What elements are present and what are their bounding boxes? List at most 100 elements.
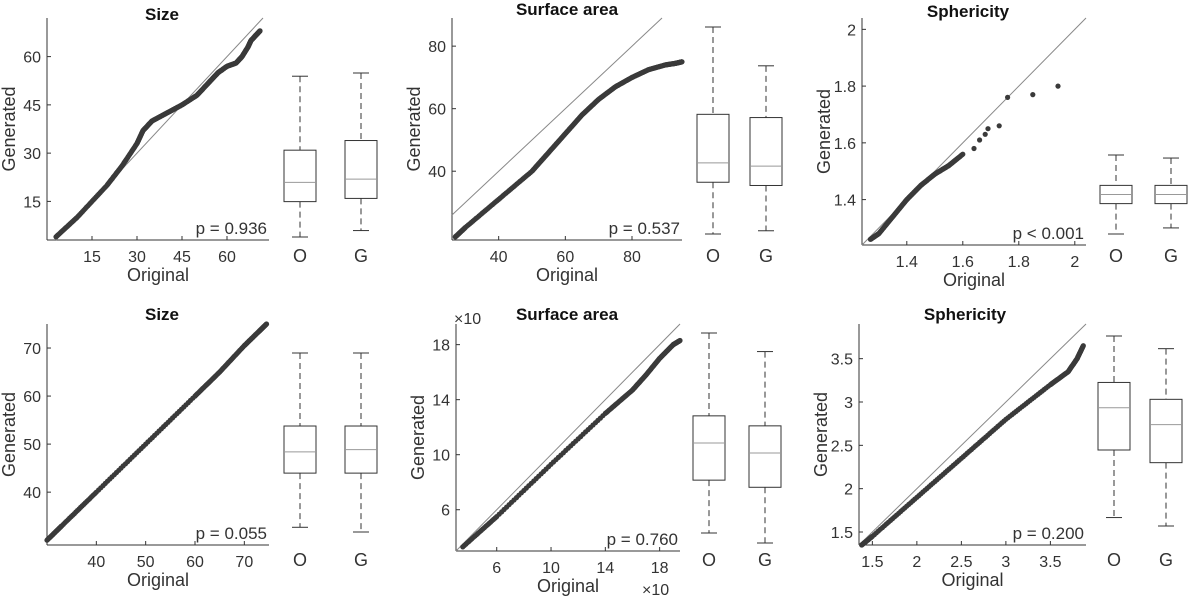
y-tick-label: 80: [428, 39, 446, 56]
y-tick-label: 18: [432, 338, 450, 355]
qq-point: [1005, 94, 1011, 100]
x-axis-label: Original: [537, 576, 599, 596]
boxplot-G: G: [1149, 348, 1183, 570]
y-tick-label: 2.5: [831, 438, 853, 455]
panel-6: Sphericity 1.5 2 2.5 3 3.5 1.5 2 2.5 3 3.5 Original…: [811, 305, 1183, 590]
box-category-label: O: [293, 246, 307, 266]
y-tick-label: 60: [428, 102, 446, 119]
x-tick-label: 15: [83, 249, 101, 266]
y-tick-label: 1.4: [834, 193, 856, 210]
x-tick-label: 3.5: [1039, 554, 1061, 571]
p-value-label: p = 0.200: [1013, 524, 1084, 543]
iqr-box: [692, 415, 726, 481]
iqr-box: [749, 117, 783, 186]
y-tick-label: 3: [844, 395, 853, 412]
x-tick-label: 2: [912, 554, 921, 571]
x-tick-label: 30: [128, 249, 146, 266]
boxplot-O: O: [692, 332, 726, 570]
y-tick-label: 1.6: [834, 136, 856, 153]
boxplot-G: G: [344, 352, 378, 570]
x-tick-label: 50: [137, 554, 155, 571]
boxplot-G: G: [749, 65, 783, 266]
p-value-label: p = 0.055: [196, 524, 267, 543]
panel-3: Sphericity 1.4 1.6 1.8 2 1.4 1.6 1.8 2 Original Ge…: [814, 2, 1188, 290]
y-tick-label: 30: [23, 146, 41, 163]
iqr-box: [283, 149, 317, 203]
x-tick-label: 6: [492, 560, 501, 577]
qq-point: [679, 59, 685, 65]
box-category-label: O: [702, 550, 716, 570]
x-axis-label: Original: [127, 570, 189, 590]
boxplot-O: O: [283, 352, 317, 570]
x-tick-label: 60: [556, 249, 574, 266]
panel-2: Surface area 40 60 80 40 60 80 Original Generate…: [404, 0, 783, 285]
y-tick-label: 15: [23, 194, 41, 211]
boxplot-G: G: [748, 351, 782, 570]
box-category-label: O: [293, 550, 307, 570]
boxplot-O: O: [696, 26, 730, 266]
box-category-label: G: [759, 246, 773, 266]
x-tick-label: 60: [218, 249, 236, 266]
iqr-box: [696, 113, 730, 183]
p-value-label: p = 0.936: [196, 219, 267, 238]
x-multiplier: ×10: [642, 582, 669, 598]
p-value-label: p < 0.001: [1013, 224, 1084, 243]
y-axis-label: Generated: [404, 86, 424, 171]
box-category-label: G: [1159, 550, 1173, 570]
iqr-box: [283, 425, 317, 474]
y-tick-label: 60: [23, 389, 41, 406]
x-tick-label: 45: [173, 249, 191, 266]
y-axis-label: Generated: [408, 395, 428, 480]
qq-point: [257, 28, 263, 34]
x-tick-label: 1.4: [896, 254, 918, 271]
x-tick-label: 1.5: [861, 554, 883, 571]
qq-point: [985, 126, 991, 132]
x-tick-label: 60: [186, 554, 204, 571]
panel-title: Sphericity: [927, 2, 1010, 21]
x-tick-label: 1.8: [1008, 254, 1030, 271]
identity-line: [451, 17, 663, 216]
y-tick-label: 1.5: [831, 525, 853, 542]
y-tick-label: 2: [844, 482, 853, 499]
x-axis-label: Original: [127, 265, 189, 285]
x-axis-label: Original: [943, 270, 1005, 290]
y-tick-label: 60: [23, 50, 41, 67]
y-axis-label: Generated: [811, 392, 831, 477]
x-tick-label: 18: [651, 560, 669, 577]
y-tick-label: 50: [23, 437, 41, 454]
x-tick-label: 40: [87, 554, 105, 571]
boxplot-O: O: [283, 75, 317, 266]
box-category-label: O: [1107, 550, 1121, 570]
boxplot-G: G: [1154, 157, 1188, 266]
panel-5: Surface area 6 10 14 18 6 10 14 18 Original Genera…: [408, 305, 782, 598]
boxplot-G: G: [344, 72, 378, 266]
x-tick-label: 1.6: [952, 254, 974, 271]
box-category-label: G: [758, 550, 772, 570]
qq-point: [982, 131, 988, 137]
y-tick-label: 45: [23, 98, 41, 115]
panel-title: Size: [145, 5, 179, 24]
iqr-box: [1097, 381, 1131, 451]
y-tick-label: 40: [428, 164, 446, 181]
qq-point: [677, 337, 683, 344]
x-tick-label: 80: [623, 249, 641, 266]
qq-point: [1055, 83, 1061, 89]
y-axis-label: Generated: [0, 86, 19, 171]
qq-point: [1030, 92, 1036, 98]
qq-point: [971, 145, 977, 152]
y-tick-label: 3.5: [831, 352, 853, 369]
y-multiplier: ×10: [454, 311, 481, 328]
box-category-label: G: [1164, 246, 1178, 266]
x-tick-label: 10: [542, 560, 560, 577]
qq-point: [1080, 343, 1086, 349]
iqr-box: [1149, 398, 1183, 464]
iqr-box: [748, 425, 782, 488]
y-tick-label: 2: [847, 22, 856, 39]
panel-title: Surface area: [516, 305, 619, 324]
x-tick-label: 14: [596, 560, 614, 577]
x-tick-label: 2: [1070, 254, 1079, 271]
boxplot-O: O: [1097, 335, 1131, 570]
x-axis-label: Original: [941, 570, 1003, 590]
y-tick-label: 6: [441, 503, 450, 520]
panel-title: Sphericity: [924, 305, 1007, 324]
